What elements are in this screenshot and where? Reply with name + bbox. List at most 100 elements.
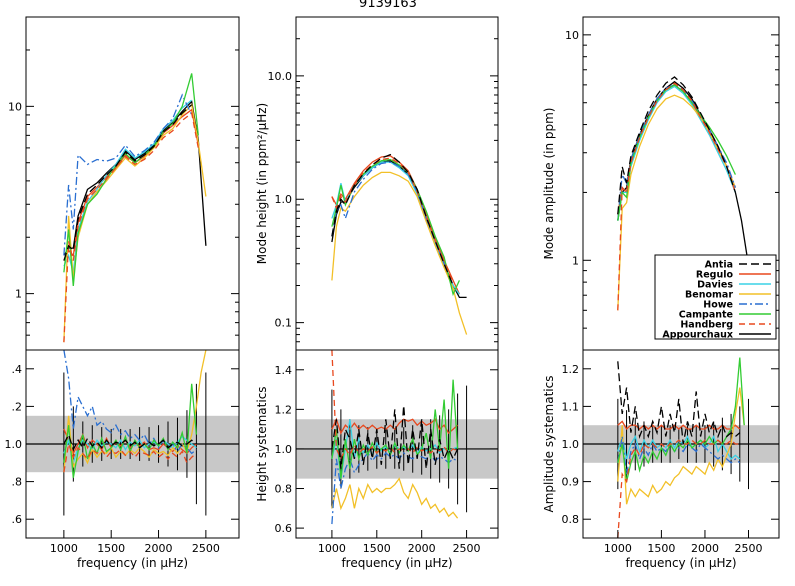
series-line-handberg bbox=[63, 111, 199, 343]
series-line-antia bbox=[63, 432, 197, 452]
series-line-benomar bbox=[331, 171, 468, 335]
series-line-benomar bbox=[617, 387, 745, 505]
y-tick-label: 1.0 bbox=[275, 193, 293, 206]
panel-bot-left: .6 .8 1.0 .2 .4 1000 1500 2000 2500 frequency (in… bbox=[5, 349, 240, 570]
y-tick-label: 1 bbox=[15, 288, 22, 301]
y-axis-label: Mode height (in ppm²/μHz) bbox=[255, 103, 269, 264]
x-tick-label: 2500 bbox=[735, 542, 763, 555]
series-line-handberg bbox=[331, 350, 458, 461]
x-axis-label: frequency (in μHz) bbox=[341, 556, 452, 570]
y-ticks: 1 10 bbox=[565, 29, 779, 329]
x-tick-label: 1000 bbox=[50, 542, 78, 555]
y-tick-label: 1.0 bbox=[562, 438, 580, 451]
figure-title: 9139163 bbox=[359, 0, 417, 11]
x-tick-label: 2000 bbox=[145, 542, 173, 555]
y-axis-label: Height systematics bbox=[255, 386, 269, 501]
series-line-handberg bbox=[331, 157, 454, 284]
series-line-antia bbox=[331, 405, 459, 469]
x-tick-label: 1000 bbox=[318, 542, 346, 555]
y-tick-label: .4 bbox=[12, 363, 23, 376]
y-ticks: 0.6 0.8 1.0 1.2 1.4 bbox=[275, 364, 498, 535]
series-line-campante bbox=[617, 357, 745, 482]
series-line-antia bbox=[63, 104, 193, 261]
y-tick-label: 0.1 bbox=[275, 317, 293, 330]
series-line-handberg bbox=[63, 441, 197, 473]
x-tick-label: 1000 bbox=[604, 542, 632, 555]
series-line-davies bbox=[617, 85, 737, 221]
legend-label: Regulo bbox=[696, 270, 734, 281]
series-line-antia bbox=[617, 76, 737, 215]
series-line-howe bbox=[617, 436, 741, 475]
panel-bot-right: 0.8 0.9 1.0 1.1 1.2 1000 1500 2000 2500frequency… bbox=[542, 349, 780, 570]
series-line-appourchaux bbox=[331, 160, 467, 299]
x-tick-label: 2000 bbox=[691, 542, 719, 555]
y-tick-label: 10 bbox=[8, 100, 22, 113]
series-line-antia bbox=[331, 153, 454, 286]
y-tick-label: 0.9 bbox=[562, 476, 580, 489]
y-tick-label: 0.6 bbox=[275, 522, 293, 535]
x-ticks: 1000 1500 2000 2500 bbox=[50, 530, 220, 555]
y-tick-label: 1.0 bbox=[275, 443, 293, 456]
y-ticks: 0.8 0.9 1.0 1.1 1.2 bbox=[562, 363, 779, 526]
y-axis-label: Mode amplitude (in ppm) bbox=[542, 107, 556, 259]
legend: AntiaReguloDaviesBenomarHoweCampanteHand… bbox=[654, 254, 777, 341]
plot-frame bbox=[295, 16, 499, 351]
legend-label: Handberg bbox=[680, 320, 733, 331]
series-line-campante bbox=[63, 73, 199, 286]
series-line-howe bbox=[63, 350, 197, 455]
plot-frame bbox=[295, 349, 499, 539]
y-tick-label: 1.1 bbox=[562, 400, 580, 413]
series-line-howe bbox=[63, 93, 193, 256]
legend-box bbox=[654, 254, 777, 340]
x-axis-label: frequency (in μHz) bbox=[625, 556, 736, 570]
series-line-handberg bbox=[617, 82, 737, 311]
legend-label: Antia bbox=[705, 260, 733, 271]
legend-label: Benomar bbox=[685, 290, 733, 301]
series-line-benomar bbox=[331, 477, 459, 519]
y-tick-label: 10 bbox=[565, 29, 579, 42]
x-tick-label: 1500 bbox=[647, 542, 675, 555]
y-tick-label: 1.0 bbox=[5, 438, 23, 451]
y-ticks: 0.1 1.0 10.0 bbox=[268, 38, 498, 343]
series-line-campante bbox=[331, 158, 460, 297]
y-tick-label: 0.8 bbox=[275, 483, 293, 496]
series-line-regulo bbox=[331, 155, 460, 295]
x-ticks: 1000 1500 2000 2500 bbox=[604, 530, 763, 555]
series-line-davies bbox=[331, 161, 460, 295]
y-tick-label: 1 bbox=[572, 254, 579, 267]
legend-label: Campante bbox=[679, 310, 733, 321]
plot-frame bbox=[25, 16, 240, 351]
series-line-appourchaux bbox=[63, 100, 207, 256]
x-tick-label: 1500 bbox=[97, 542, 125, 555]
x-axis-label: frequency (in μHz) bbox=[77, 556, 188, 570]
panel-bot-mid: 0.6 0.8 1.0 1.2 1.4 1000 1500 2000 2500frequency… bbox=[255, 349, 499, 570]
x-tick-label: 2500 bbox=[453, 542, 481, 555]
series-line-benomar bbox=[63, 103, 207, 343]
x-ticks: 1000 1500 2000 2500 bbox=[318, 530, 481, 555]
x-tick-label: 1500 bbox=[363, 542, 391, 555]
y-ticks: 1 10 bbox=[8, 49, 239, 336]
y-tick-label: 1.2 bbox=[275, 403, 293, 416]
series-line-antia bbox=[617, 361, 741, 445]
y-ticks: .6 .8 1.0 .2 .4 bbox=[5, 363, 239, 526]
series-line-benomar bbox=[63, 350, 207, 473]
series-line-handberg bbox=[617, 439, 740, 538]
series-line-howe bbox=[331, 161, 454, 286]
legend-label: Appourchaux bbox=[662, 330, 733, 341]
legend-label: Davies bbox=[697, 280, 733, 291]
legend-label: Howe bbox=[703, 300, 733, 311]
y-tick-label: 0.8 bbox=[562, 513, 580, 526]
y-tick-label: .8 bbox=[12, 476, 23, 489]
y-tick-label: 1.2 bbox=[562, 363, 580, 376]
x-tick-label: 2500 bbox=[192, 542, 220, 555]
panel-top-left: 1 10 bbox=[8, 16, 240, 351]
series-line-regulo bbox=[63, 108, 199, 261]
y-tick-label: .2 bbox=[12, 400, 23, 413]
panel-top-mid: 0.1 1.0 10.0 Mode height (in ppm²/μHz) bbox=[255, 16, 499, 351]
x-tick-label: 2000 bbox=[408, 542, 436, 555]
y-tick-label: 10.0 bbox=[268, 70, 293, 83]
y-tick-label: 1.4 bbox=[275, 364, 293, 377]
y-tick-label: .6 bbox=[12, 513, 23, 526]
